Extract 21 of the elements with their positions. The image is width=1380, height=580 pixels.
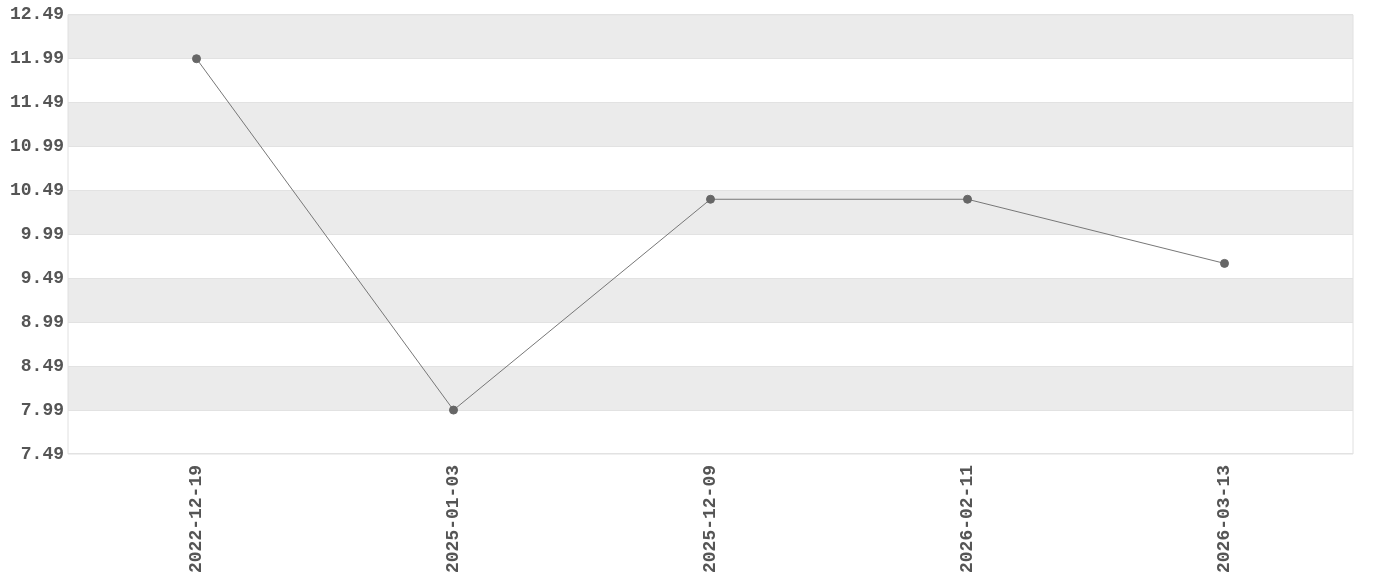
point: [706, 194, 715, 204]
y-tick-label: 7.99: [20, 399, 65, 420]
y-tick-label: 8.49: [20, 355, 65, 376]
y-tick-label: 10.99: [9, 136, 65, 157]
y-tick-label: 7.49: [20, 443, 65, 464]
y-tick-label: 11.49: [9, 92, 65, 113]
x-tick-label: 2025-01-03: [443, 464, 464, 574]
y-tick-label: 8.99: [20, 311, 65, 332]
x-tick-label: 2026-03-13: [1214, 464, 1235, 574]
point: [449, 405, 459, 415]
point: [1220, 258, 1229, 268]
y-tick-label: 10.49: [9, 180, 65, 200]
y-tick-label: 12.49: [9, 4, 65, 25]
x-tick-label: 2025-12-09: [700, 464, 721, 574]
point: [963, 194, 972, 204]
x-tick-label: 2026-02-11: [957, 464, 978, 574]
x-tick-label: 2022-12-19: [186, 464, 207, 574]
point: [192, 54, 202, 64]
y-tick-label: 9.49: [20, 267, 65, 288]
y-tick-label: 9.99: [20, 223, 65, 244]
y-tick-label: 11.99: [9, 48, 65, 69]
